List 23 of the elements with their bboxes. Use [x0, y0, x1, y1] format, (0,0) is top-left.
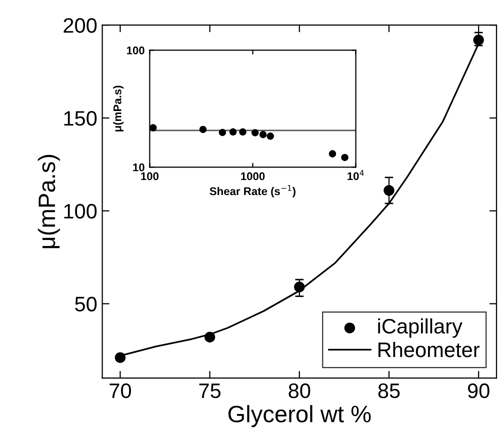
y-tick-label: 200: [64, 18, 97, 33]
y-tick-label: 50: [75, 296, 97, 312]
x-tick-label: 100: [141, 172, 159, 180]
x-tick-label: 85: [378, 383, 400, 398]
y-tick-label: 150: [64, 110, 97, 126]
x-tick-label: 90: [468, 383, 490, 398]
x-axis-title: Glycerol wt %: [228, 405, 371, 428]
y-tick-label: 10: [133, 163, 144, 172]
point: [114, 352, 126, 363]
legend-label: Rheometer: [378, 342, 480, 358]
x-tick-label: 80: [288, 383, 310, 398]
x-tick-label: 10$^{4}$: [348, 170, 364, 180]
y-tick-label: 100: [64, 204, 97, 219]
point: [204, 332, 216, 342]
point: [384, 185, 394, 196]
x-tick-label: 75: [199, 384, 221, 398]
legend-label: iCapillary: [378, 318, 462, 338]
x-axis-title: Shear Rate (s$^{−1}$): [210, 185, 296, 198]
y-axis-title: μ(mPa.s): [38, 154, 60, 248]
y-axis-title: μ(mPa.s): [113, 86, 124, 132]
x-tick-label: 1000: [241, 172, 265, 180]
point: [294, 282, 305, 292]
x-tick-label: 70: [110, 383, 131, 398]
